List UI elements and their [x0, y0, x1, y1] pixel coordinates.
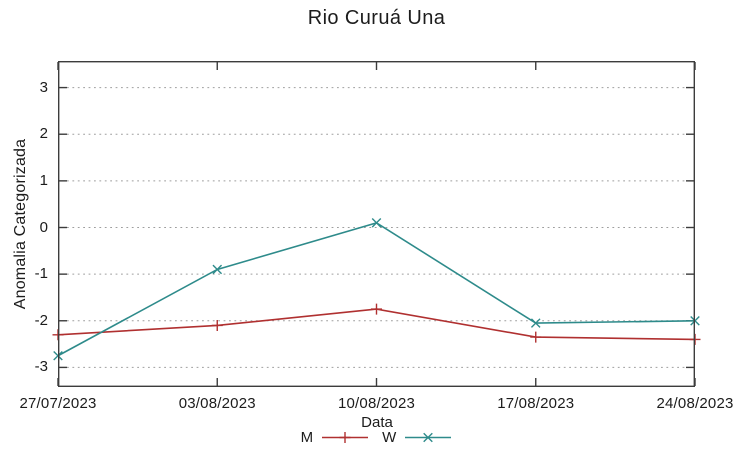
x-tick-label: 17/08/2023	[497, 395, 575, 412]
y-tick-label: 0	[39, 218, 48, 236]
y-tick-label: -3	[34, 358, 48, 376]
legend-item-W: W	[382, 429, 452, 446]
series-M-marker	[211, 319, 223, 331]
series-W-marker	[371, 218, 382, 228]
plot-area	[52, 60, 701, 388]
x-tick-label: 10/08/2023	[337, 395, 416, 412]
legend-marker-W	[423, 432, 434, 443]
legend-sample-W	[405, 432, 452, 443]
legend-item-M: M	[301, 429, 369, 446]
series-M-marker	[371, 303, 382, 315]
x-tick-label: 27/07/2023	[19, 395, 97, 412]
x-tick-label: 03/08/2023	[178, 395, 256, 412]
legend-sample-M	[322, 432, 369, 443]
series-M-marker	[530, 331, 542, 343]
chart-title: Rio Curuá Una	[307, 7, 446, 29]
series-W-marker	[530, 318, 541, 328]
legend-label: W	[382, 429, 397, 446]
series-W-line	[57, 221, 696, 357]
y-tick-label: 1	[39, 171, 48, 189]
series-W-marker	[212, 264, 223, 275]
x-axis-label: Data	[361, 414, 393, 431]
x-tick-label: 24/08/2023	[656, 395, 734, 412]
plot-svg	[52, 60, 701, 388]
legend-label: M	[300, 429, 314, 446]
y-tick-label: -2	[34, 311, 48, 329]
y-tick-label: -1	[34, 265, 48, 283]
plot-border	[57, 60, 695, 388]
legend-marker-M	[339, 432, 351, 443]
y-tick-label: 3	[39, 78, 48, 96]
y-tick-label: 2	[39, 125, 48, 143]
